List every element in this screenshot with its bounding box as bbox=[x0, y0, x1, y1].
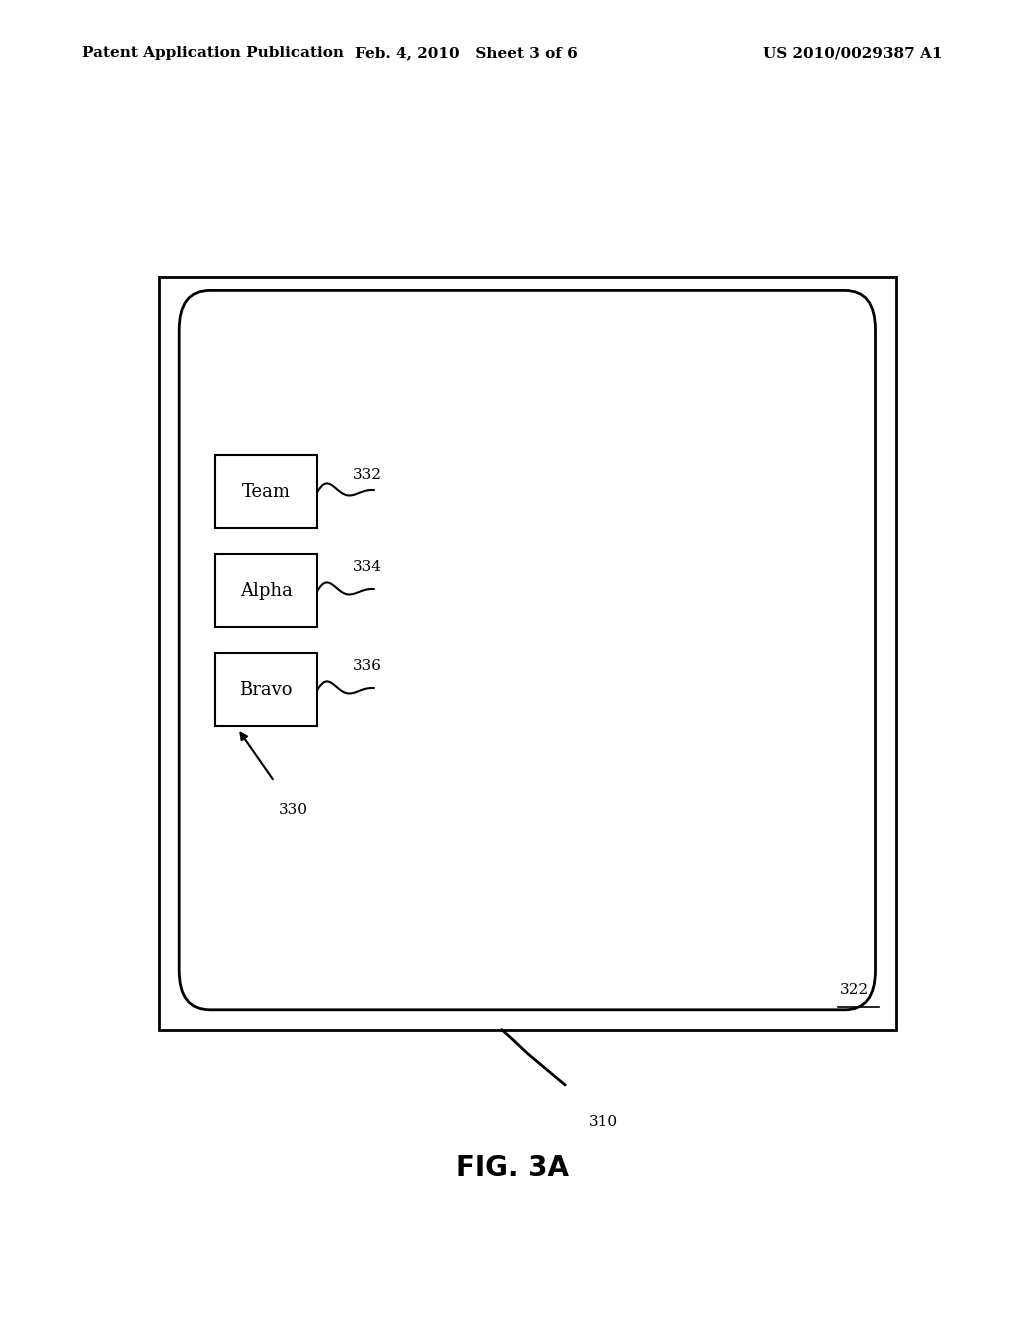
Bar bbox=[159, 277, 896, 1030]
FancyBboxPatch shape bbox=[179, 290, 876, 1010]
Text: Bravo: Bravo bbox=[240, 681, 293, 698]
Text: Team: Team bbox=[242, 483, 291, 500]
Text: Feb. 4, 2010   Sheet 3 of 6: Feb. 4, 2010 Sheet 3 of 6 bbox=[354, 46, 578, 61]
Text: Alpha: Alpha bbox=[240, 582, 293, 599]
Text: 332: 332 bbox=[353, 467, 382, 482]
Bar bbox=[215, 653, 317, 726]
Text: 322: 322 bbox=[840, 983, 868, 998]
Text: Patent Application Publication: Patent Application Publication bbox=[82, 46, 344, 61]
Text: 330: 330 bbox=[279, 803, 307, 817]
Bar bbox=[215, 455, 317, 528]
Text: 336: 336 bbox=[353, 659, 382, 673]
Bar bbox=[215, 554, 317, 627]
Text: US 2010/0029387 A1: US 2010/0029387 A1 bbox=[763, 46, 942, 61]
Text: 310: 310 bbox=[589, 1115, 617, 1130]
Text: FIG. 3A: FIG. 3A bbox=[456, 1154, 568, 1183]
Text: 334: 334 bbox=[353, 560, 382, 574]
